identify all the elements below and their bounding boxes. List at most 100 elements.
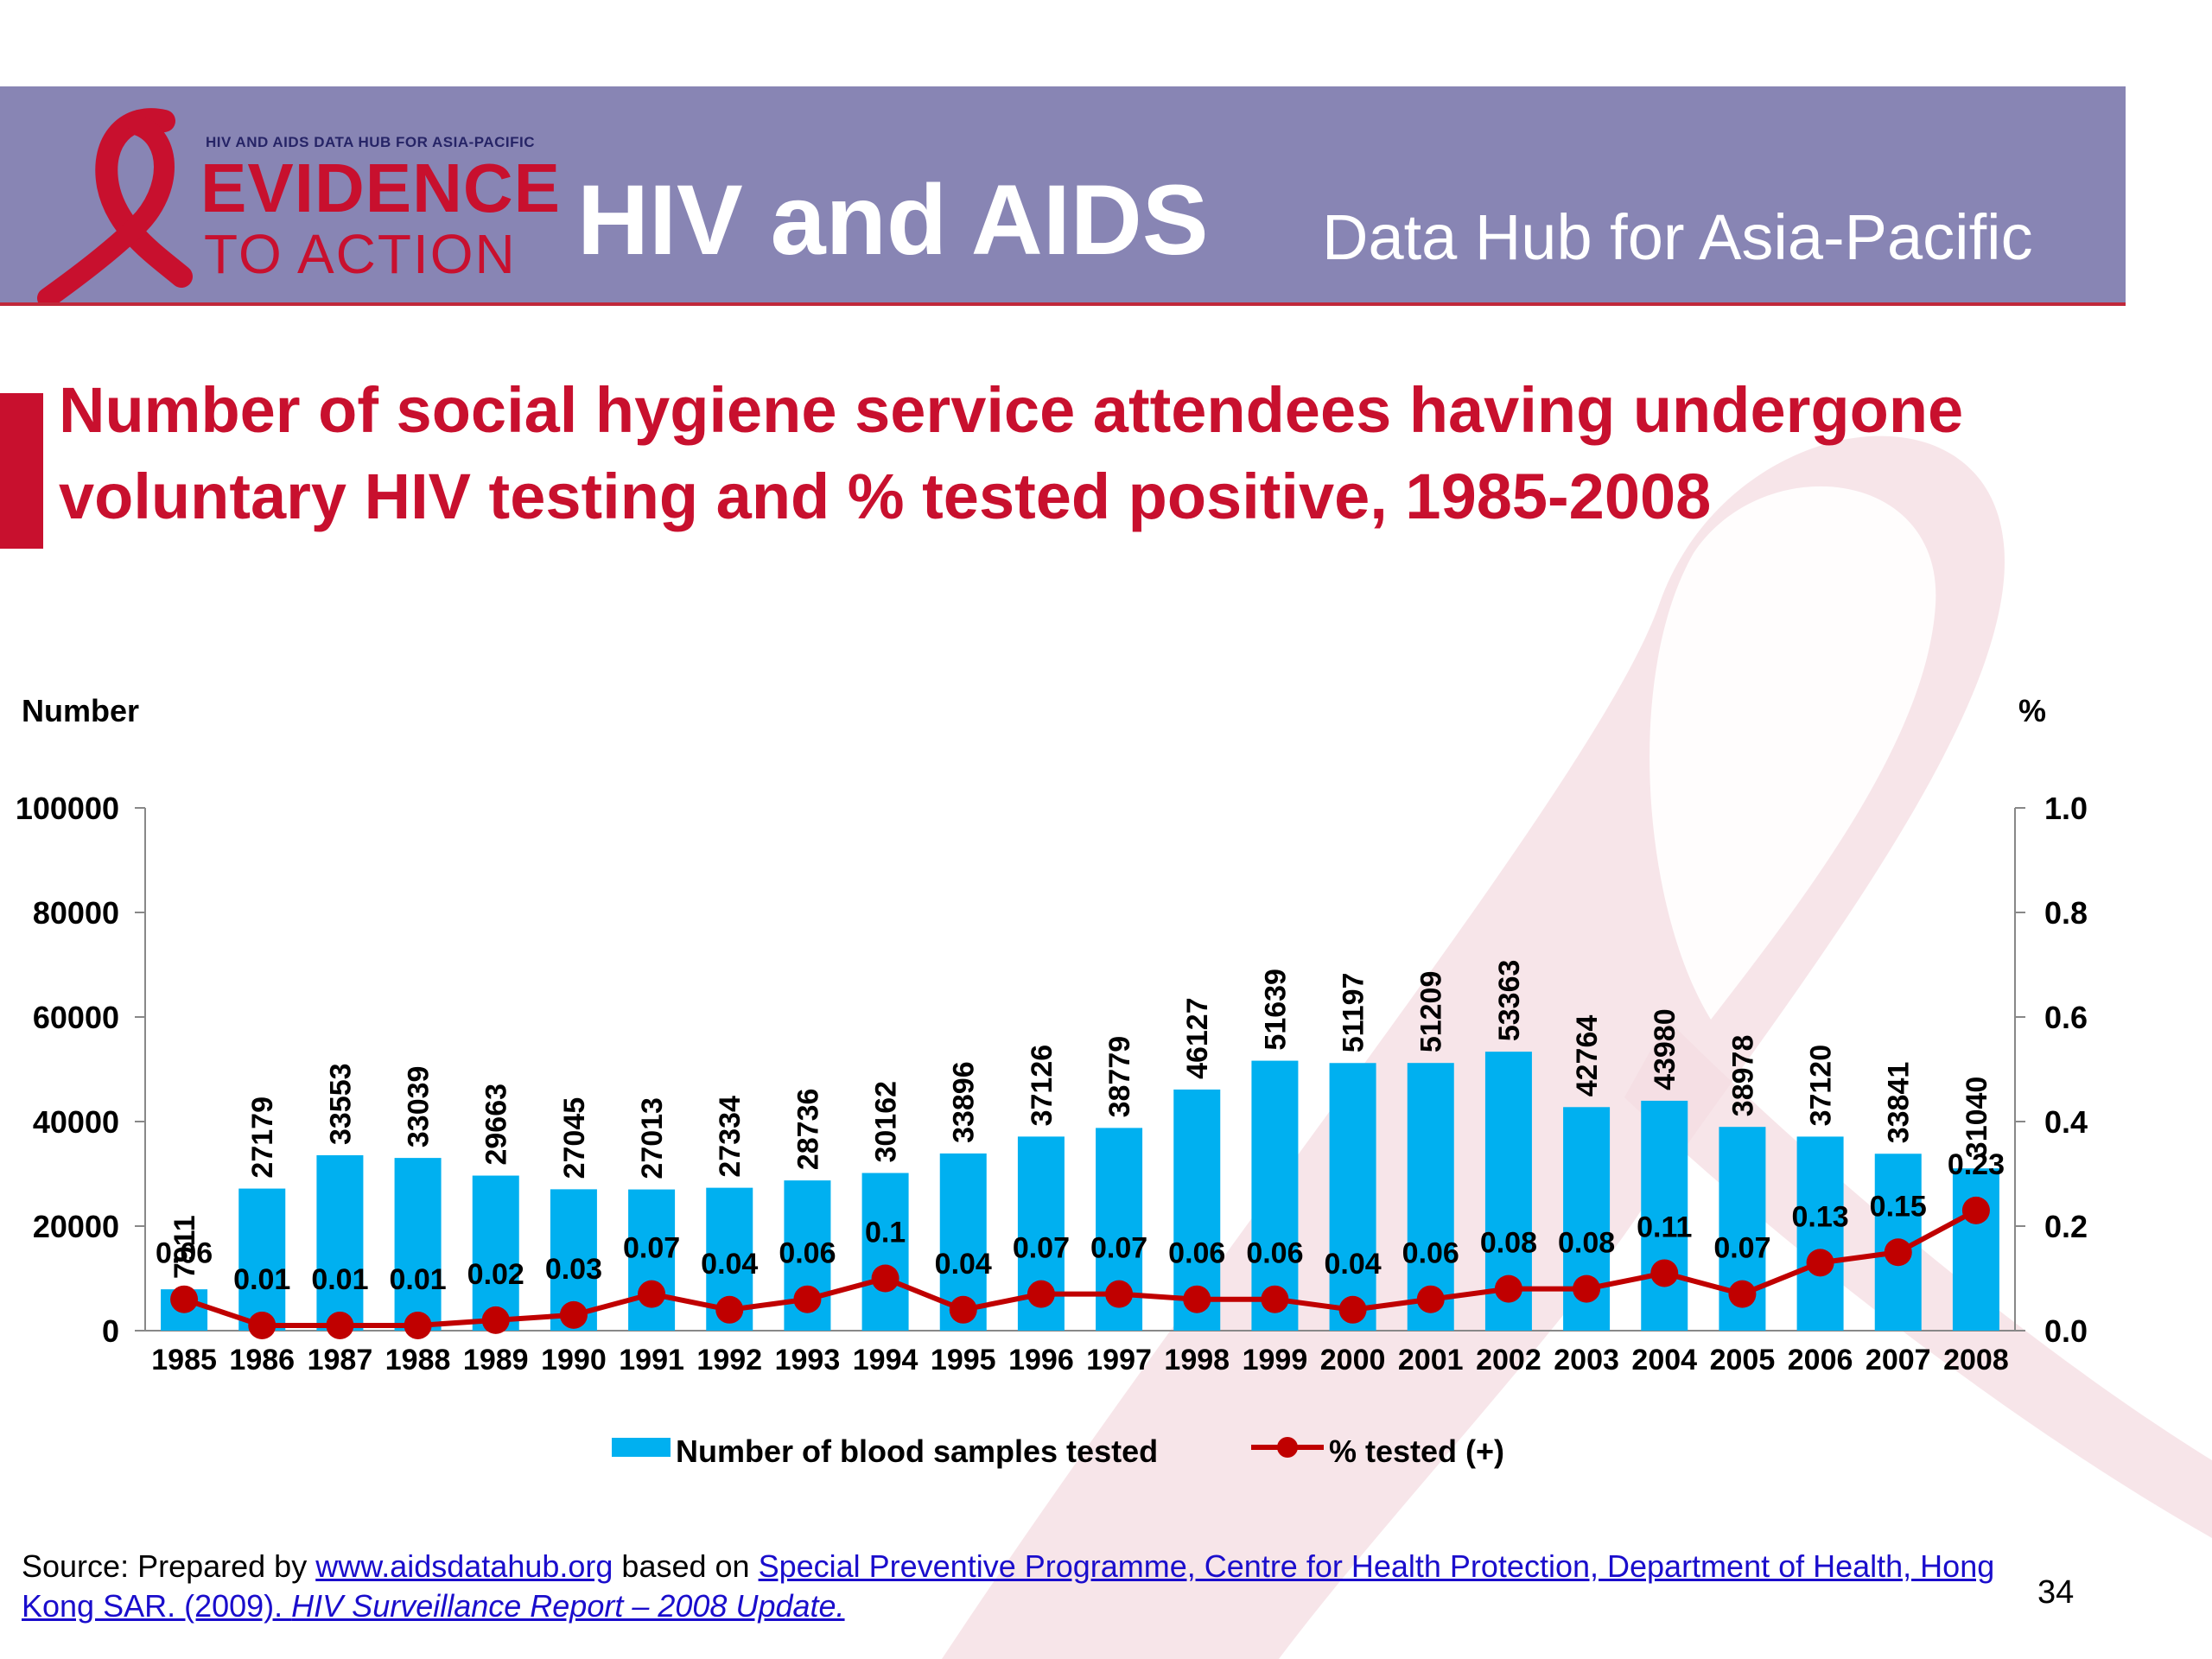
y-tick-label-right: 0.6: [2044, 1000, 2088, 1035]
line-point: [1961, 1196, 1990, 1224]
line-point: [1884, 1238, 1912, 1267]
bar-data-label: 43980: [1649, 1008, 1681, 1090]
bar: [861, 1173, 909, 1331]
x-tick-label: 1985: [151, 1344, 217, 1376]
bar: [1796, 1136, 1844, 1331]
bar-data-label: 33841: [1883, 1062, 1916, 1144]
logo-tagline: HIV AND AIDS DATA HUB FOR ASIA-PACIFIC: [206, 134, 536, 150]
bar-data-label: 51197: [1338, 973, 1370, 1053]
source-note: Source: Prepared by www.aidsdatahub.org …: [22, 1547, 2018, 1626]
page-number: 34: [2037, 1574, 2075, 1611]
x-tick-label: 2005: [1710, 1344, 1776, 1376]
line-point: [1261, 1285, 1289, 1313]
logo-to-action-text: TO ACTION: [204, 223, 517, 285]
line-data-label: 0.06: [779, 1237, 836, 1270]
bar: [1641, 1100, 1688, 1331]
bar-data-label: 27179: [246, 1096, 279, 1179]
line-data-label: 0.04: [935, 1248, 992, 1281]
source-link-report[interactable]: Special Preventive Programme, Centre for…: [22, 1548, 1994, 1624]
title-accent-bar: [0, 393, 43, 549]
line-data-label: 0.03: [545, 1253, 602, 1286]
bar: [238, 1188, 286, 1331]
line-data-label: 0.07: [623, 1232, 680, 1265]
bar-data-label: 51209: [1415, 971, 1448, 1053]
line-point: [1105, 1280, 1134, 1308]
source-middle: based on: [613, 1548, 759, 1584]
line-point: [638, 1280, 666, 1308]
x-tick-label: 1989: [463, 1344, 529, 1376]
bar-data-label: 29663: [480, 1084, 513, 1166]
bar-data-label: 38779: [1103, 1036, 1136, 1118]
line-point: [1416, 1285, 1445, 1313]
line-data-label: 0.07: [1090, 1232, 1147, 1265]
x-tick-label: 2006: [1788, 1344, 1853, 1376]
bar: [316, 1155, 364, 1331]
x-tick-label: 1991: [619, 1344, 684, 1376]
x-tick-label: 2000: [1320, 1344, 1386, 1376]
line-point: [1027, 1280, 1055, 1308]
line-point: [793, 1285, 822, 1313]
source-link-report-text: Special Preventive Programme, Centre for…: [22, 1548, 1995, 1624]
y-tick-label-right: 1.0: [2044, 791, 2088, 826]
line-point: [715, 1295, 744, 1324]
source-link-aidsdatahub[interactable]: www.aidsdatahub.org: [315, 1548, 613, 1584]
bar-data-label: 42764: [1571, 1015, 1604, 1097]
line-point: [404, 1311, 432, 1339]
y-tick-label-right: 0.0: [2044, 1313, 2088, 1349]
x-tick-label: 2008: [1943, 1344, 2009, 1376]
x-tick-label: 2003: [1554, 1344, 1619, 1376]
logo-evidence-text: EVIDENCE: [200, 149, 561, 226]
line-data-label: 0.08: [1558, 1227, 1615, 1260]
line-data-label: 0.07: [1713, 1232, 1770, 1265]
y-tick-label-left: 20000: [33, 1209, 119, 1244]
line-point: [248, 1311, 276, 1339]
legend-label-bars: Number of blood samples tested: [676, 1433, 1158, 1469]
y-tick-label-right: 0.2: [2044, 1209, 2088, 1244]
bar-data-label: 51639: [1259, 969, 1292, 1051]
line-point: [1338, 1295, 1367, 1324]
bar-data-label: 31040: [1961, 1077, 1993, 1159]
bar-data-label: 30162: [870, 1081, 903, 1163]
line-data-label: 0.06: [156, 1237, 213, 1270]
x-tick-label: 1993: [775, 1344, 841, 1376]
x-tick-label: 1996: [1008, 1344, 1074, 1376]
chart: Number % 0 20000 40000 60000 80000 100000 0.0 0…: [16, 693, 2088, 1469]
bar-data-label: 28736: [791, 1089, 824, 1171]
bar-data-label: 27334: [714, 1096, 747, 1178]
line-data-label: 0.01: [233, 1263, 290, 1296]
bar-data-label: 27045: [558, 1097, 591, 1179]
line-data-label: 0.08: [1480, 1227, 1537, 1260]
line-point: [326, 1311, 354, 1339]
bar-data-label: 33039: [403, 1066, 435, 1148]
x-tick-label: 1995: [931, 1344, 996, 1376]
series-line-percent-positive: [183, 1208, 1978, 1328]
line-data-label: 0.06: [1402, 1237, 1459, 1270]
legend-swatch-bars: [612, 1438, 671, 1457]
x-tick-label: 2004: [1631, 1344, 1697, 1376]
bar-data-label: 38978: [1726, 1035, 1759, 1117]
x-tick-label: 2007: [1866, 1344, 1931, 1376]
y-tick-label-right: 0.4: [2044, 1104, 2088, 1140]
y-tick-label-left: 60000: [33, 1000, 119, 1035]
x-tick-label: 1987: [308, 1344, 373, 1376]
bar-data-label: 33553: [324, 1063, 357, 1145]
bar-data-label: 46127: [1181, 997, 1214, 1079]
x-tick-label: 1986: [229, 1344, 295, 1376]
bar: [394, 1158, 442, 1331]
line-point: [949, 1295, 977, 1324]
line-point: [1183, 1285, 1211, 1313]
banner-subtitle: Data Hub for Asia-Pacific: [1322, 201, 2033, 273]
line-point: [1728, 1280, 1757, 1308]
bar-data-label: 33896: [948, 1061, 981, 1143]
x-tick-label: 1994: [853, 1344, 918, 1376]
x-tick-label: 1997: [1086, 1344, 1152, 1376]
source-link-report-title: HIV Surveillance Report – 2008 Update.: [291, 1588, 845, 1624]
x-tick-label: 1992: [696, 1344, 762, 1376]
legend-label-line: % tested (+): [1329, 1433, 1504, 1469]
line-point: [1494, 1274, 1522, 1303]
line-point: [1806, 1249, 1834, 1277]
line-data-label: 0.23: [1948, 1148, 2005, 1181]
y-tick-label-left: 100000: [16, 791, 119, 826]
line-point: [481, 1306, 510, 1334]
line-data-label: 0.02: [467, 1258, 524, 1291]
